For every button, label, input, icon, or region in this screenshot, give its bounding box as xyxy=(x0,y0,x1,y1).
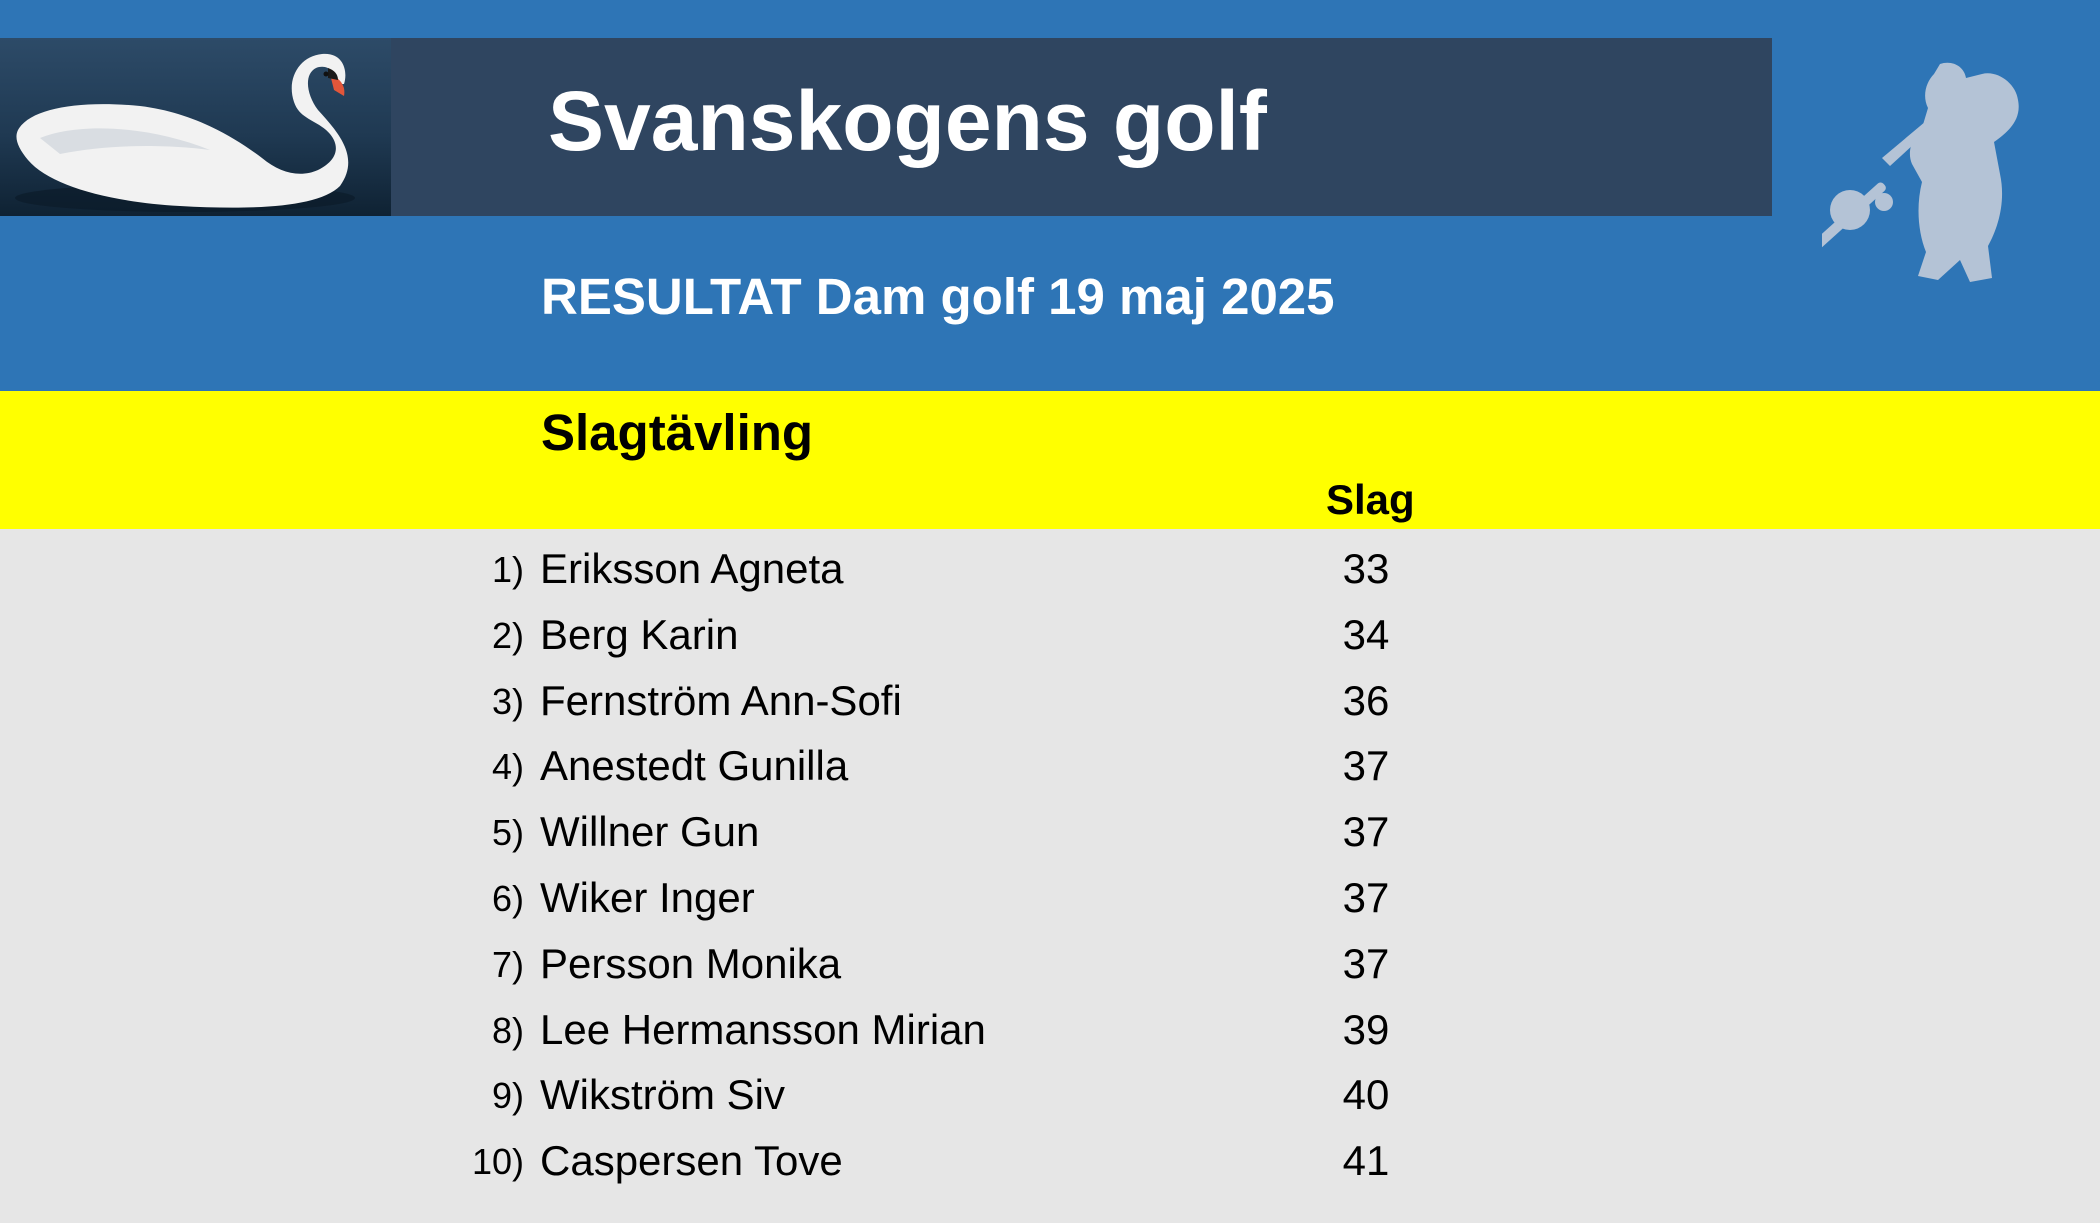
player-name: Lee Hermansson Mirian xyxy=(540,1005,986,1053)
list-item: 1) Eriksson Agneta 33 xyxy=(0,535,2100,601)
rank: 9) xyxy=(491,1075,524,1117)
score: 37 xyxy=(1342,808,1390,856)
player-name: Wiker Inger xyxy=(540,873,755,921)
player-name: Eriksson Agneta xyxy=(540,545,844,592)
rank: 7) xyxy=(491,943,524,985)
list-item: 6) Wiker Inger 37 xyxy=(0,864,2100,930)
score-column-header: Slag xyxy=(1326,476,1415,523)
score: 37 xyxy=(1342,742,1390,790)
rank: 4) xyxy=(491,746,524,788)
player-name: Willner Gun xyxy=(540,808,760,856)
section-header-band xyxy=(0,391,2100,529)
score: 39 xyxy=(1342,1005,1390,1053)
rank: 10) xyxy=(471,1141,524,1183)
score: 40 xyxy=(1342,1071,1390,1119)
list-item: 5) Willner Gun 37 xyxy=(0,798,2100,864)
list-item: 8) Lee Hermansson Mirian 39 xyxy=(0,996,2100,1062)
score: 41 xyxy=(1342,1137,1390,1185)
score: 37 xyxy=(1342,939,1390,987)
page-title: Svanskogens golf xyxy=(548,74,1267,168)
golfer-silhouette-icon xyxy=(1808,56,2032,288)
list-item: 10) Caspersen Tove 41 xyxy=(0,1127,2100,1193)
player-name: Berg Karin xyxy=(540,610,739,658)
list-item: 9) Wikström Siv 40 xyxy=(0,1061,2100,1127)
rank: 1) xyxy=(491,549,524,590)
swan-photo xyxy=(0,38,391,216)
rank: 6) xyxy=(491,877,524,919)
page-subtitle: RESULTAT Dam golf 19 maj 2025 xyxy=(541,268,1335,325)
score: 33 xyxy=(1342,545,1390,592)
player-name: Fernström Ann-Sofi xyxy=(540,676,902,724)
score: 34 xyxy=(1342,610,1390,658)
player-name: Anestedt Gunilla xyxy=(540,742,849,790)
score: 37 xyxy=(1342,873,1390,921)
score: 36 xyxy=(1342,676,1390,724)
section-title: Slagtävling xyxy=(541,404,814,461)
list-item: 7) Persson Monika 37 xyxy=(0,930,2100,996)
list-item: 4) Anestedt Gunilla 37 xyxy=(0,732,2100,798)
list-item: 2) Berg Karin 34 xyxy=(0,601,2100,667)
swan-icon xyxy=(15,53,355,212)
rank: 8) xyxy=(491,1009,524,1051)
player-name: Wikström Siv xyxy=(540,1071,785,1119)
rank: 3) xyxy=(491,680,524,722)
rank: 2) xyxy=(491,614,524,656)
list-item: 3) Fernström Ann-Sofi 36 xyxy=(0,667,2100,733)
results-list: 1) Eriksson Agneta 33 2) Berg Karin 34 3… xyxy=(0,535,2100,1193)
player-name: Caspersen Tove xyxy=(540,1137,843,1185)
rank: 5) xyxy=(491,812,524,854)
player-name: Persson Monika xyxy=(540,939,842,987)
